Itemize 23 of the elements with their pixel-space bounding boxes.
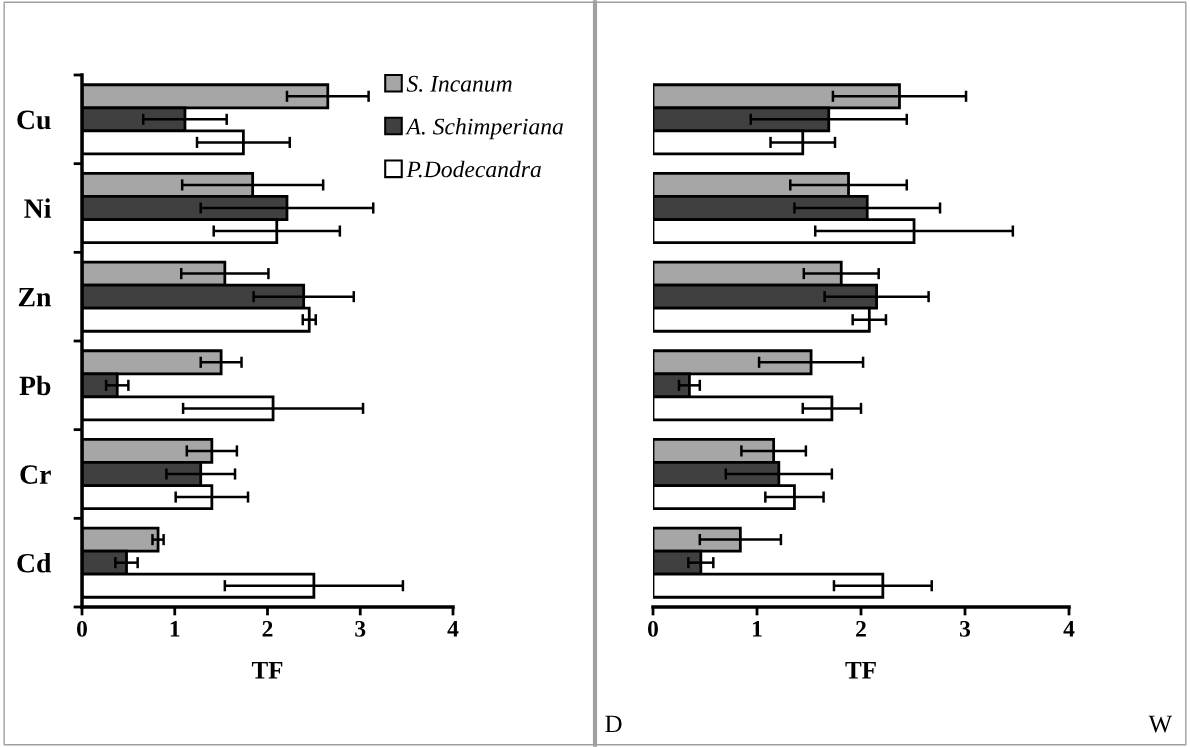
x-tick-label: 0 bbox=[77, 620, 87, 637]
x-axis-title: TF bbox=[251, 662, 283, 679]
x-axis-title: TF bbox=[845, 662, 876, 679]
legend-label: P.Dodecandra bbox=[406, 160, 541, 178]
x-tick-label: 3 bbox=[959, 620, 971, 637]
x-tick-label: 1 bbox=[170, 620, 180, 637]
y-tick-label: Ni bbox=[24, 198, 52, 218]
y-tick-label: Pb bbox=[19, 375, 51, 396]
x-tick-label: 4 bbox=[1063, 621, 1075, 637]
x-tick-label: 4 bbox=[447, 621, 459, 637]
x-tick-label: 3 bbox=[355, 620, 366, 637]
y-tick-label: Cd bbox=[17, 553, 52, 573]
x-tick-label: 1 bbox=[752, 620, 762, 637]
y-tick-label: Cu bbox=[17, 110, 51, 130]
x-tick-label: 2 bbox=[856, 620, 866, 637]
text: D bbox=[605, 715, 622, 733]
x-tick-label: 0 bbox=[648, 620, 658, 637]
legend-label: A. Schimperiana bbox=[405, 117, 563, 140]
x-tick-label: 2 bbox=[262, 620, 273, 637]
legend-label: S. Incanum bbox=[406, 75, 512, 92]
y-tick-label: Zn bbox=[18, 288, 52, 307]
y-tick-label: Cr bbox=[20, 465, 51, 484]
text: W bbox=[1148, 715, 1173, 733]
